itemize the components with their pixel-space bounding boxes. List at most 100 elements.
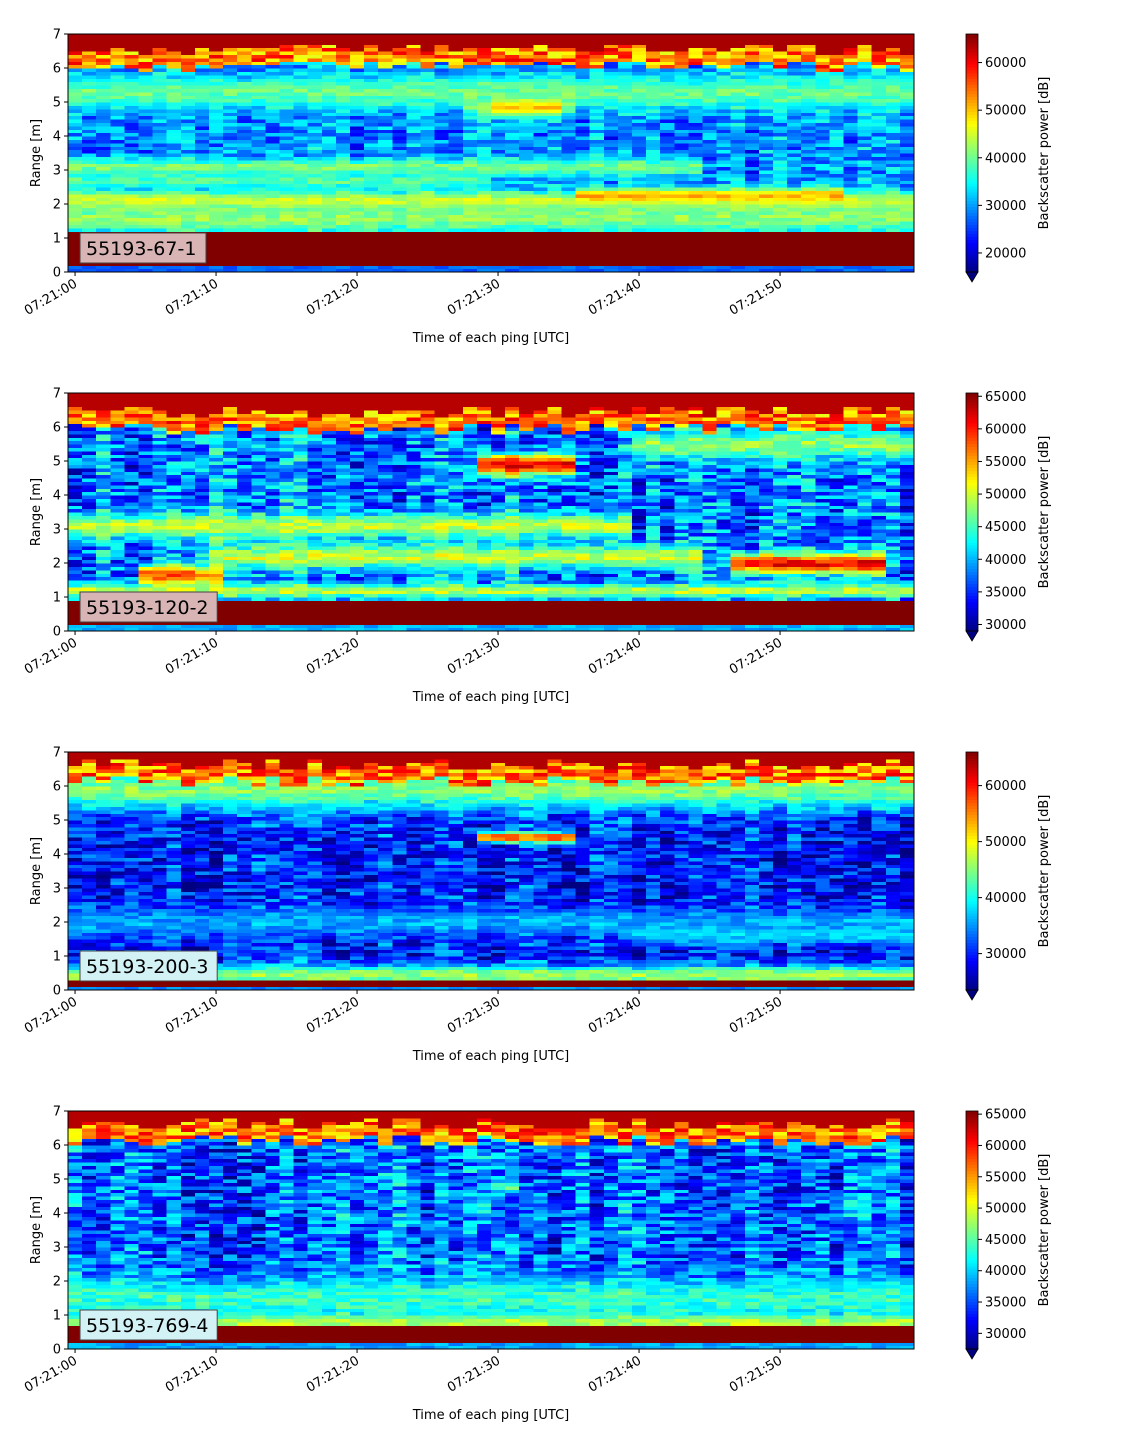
heatmap-cell: [406, 163, 422, 168]
heatmap-cell: [505, 210, 520, 215]
heatmap-cell: [350, 57, 365, 62]
heatmap-cell: [237, 44, 252, 49]
heatmap-cell: [448, 54, 464, 59]
heatmap-cell: [251, 210, 266, 215]
heatmap-cell: [307, 258, 323, 263]
heatmap-cell: [589, 142, 605, 147]
heatmap-cell: [561, 159, 577, 164]
heatmap-cell: [82, 261, 97, 266]
heatmap-cell: [251, 44, 266, 49]
heatmap-cell: [124, 71, 140, 76]
heatmap-cell: [68, 180, 83, 185]
heatmap-cell: [335, 88, 351, 93]
heatmap-cell: [519, 136, 534, 140]
heatmap-cell: [505, 142, 520, 147]
heatmap-cell: [124, 190, 140, 195]
heatmap-cell: [96, 437, 111, 442]
heatmap-cell: [632, 210, 647, 215]
heatmap-cell: [857, 265, 873, 270]
heatmap-cell: [237, 47, 252, 52]
heatmap-cell: [364, 54, 379, 59]
heatmap-cell: [166, 78, 182, 83]
heatmap-cell: [124, 122, 140, 127]
heatmap-cell: [265, 261, 281, 266]
heatmap-cell: [82, 102, 97, 106]
heatmap-cell: [420, 224, 436, 229]
heatmap-cell: [364, 173, 379, 178]
heatmap-cell: [406, 207, 422, 212]
heatmap-cell: [491, 153, 506, 157]
heatmap-cell: [293, 142, 309, 147]
heatmap-cell: [420, 156, 436, 161]
heatmap-cell: [124, 221, 140, 225]
heatmap-cell: [124, 393, 140, 397]
heatmap-cell: [209, 125, 224, 130]
heatmap-cell: [152, 193, 168, 198]
heatmap-cell: [448, 227, 464, 232]
heatmap-cell: [138, 393, 154, 397]
heatmap-cell: [350, 85, 365, 89]
heatmap-cell: [547, 265, 563, 270]
heatmap-cell: [364, 129, 379, 134]
heatmap-cell: [505, 85, 520, 89]
heatmap-cell: [237, 207, 252, 212]
heatmap-cell: [378, 241, 393, 246]
heatmap-cell: [899, 193, 915, 198]
heatmap-cell: [392, 136, 407, 140]
heatmap-cell: [646, 234, 661, 239]
heatmap-cell: [223, 258, 238, 263]
heatmap-cell: [251, 183, 266, 188]
heatmap-cell: [166, 156, 182, 161]
heatmap-cell: [194, 265, 210, 270]
heatmap-cell: [350, 173, 365, 178]
heatmap-cell: [364, 221, 379, 225]
heatmap-cell: [265, 204, 281, 208]
heatmap-cell: [209, 244, 224, 249]
heatmap-cell: [335, 248, 351, 253]
heatmap-cell: [364, 268, 379, 273]
heatmap-cell: [307, 142, 323, 147]
heatmap-cell: [406, 231, 422, 236]
heatmap-cell: [293, 129, 309, 134]
heatmap-cell: [350, 166, 365, 171]
heatmap-cell: [476, 74, 492, 79]
heatmap-cell: [194, 176, 210, 181]
heatmap-cell: [279, 197, 295, 202]
heatmap-cell: [815, 166, 830, 171]
heatmap-cell: [321, 217, 337, 222]
heatmap-cell: [350, 258, 365, 263]
heatmap-cell: [392, 112, 407, 117]
colorbar-label: Backscatter power [dB]: [1037, 77, 1052, 230]
heatmap-cell: [251, 40, 266, 45]
heatmap-cell: [519, 251, 534, 256]
heatmap-cell: [632, 200, 647, 205]
heatmap-cell: [533, 190, 548, 195]
heatmap-cell: [138, 57, 154, 62]
heatmap-cell: [519, 71, 534, 76]
heatmap-cell: [96, 47, 111, 52]
heatmap-cell: [519, 146, 534, 151]
heatmap-cell: [773, 166, 788, 171]
heatmap-cell: [194, 136, 210, 140]
heatmap-cell: [237, 234, 252, 239]
heatmap-cell: [547, 227, 563, 232]
heatmap-cell: [180, 173, 196, 178]
heatmap-cell: [124, 54, 140, 59]
heatmap-cell: [448, 85, 464, 89]
heatmap-cell: [476, 265, 492, 270]
heatmap-cell: [420, 51, 436, 55]
heatmap-cell: [265, 91, 281, 96]
heatmap-cell: [561, 244, 577, 249]
heatmap-cell: [378, 251, 393, 256]
heatmap-cell: [448, 153, 464, 157]
heatmap-cell: [716, 227, 732, 232]
heatmap-cell: [448, 258, 464, 263]
heatmap-cell: [350, 231, 365, 236]
heatmap-cell: [293, 108, 309, 113]
heatmap-cell: [843, 234, 859, 239]
heatmap-cell: [857, 176, 873, 181]
heatmap-cell: [547, 221, 563, 225]
heatmap-cell: [194, 193, 210, 198]
heatmap-cell: [237, 142, 252, 147]
heatmap-cell: [505, 54, 520, 59]
